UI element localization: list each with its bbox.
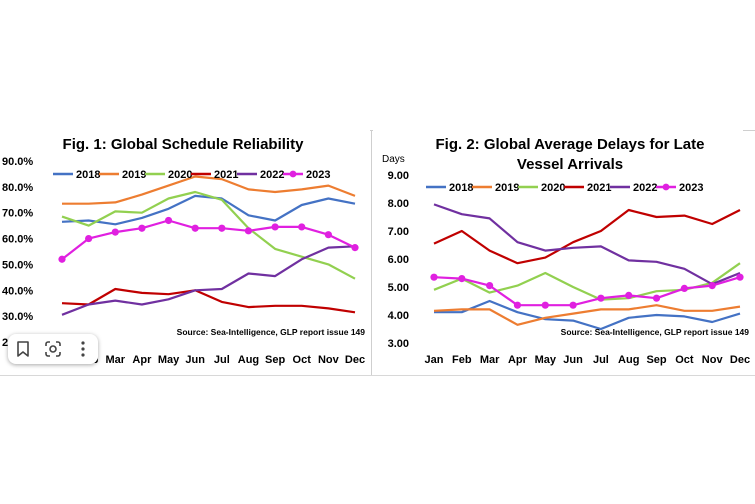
x-tick-label: Feb [452, 354, 472, 366]
y-tick-label: 90.0% [2, 156, 33, 168]
y-tick-label: 80.0% [2, 182, 33, 194]
x-tick-label: Jun [563, 354, 583, 366]
x-tick-label: Nov [702, 354, 724, 366]
data-point-2023 [138, 224, 146, 232]
x-tick-label: Sep [646, 354, 666, 366]
chart-panel-delays: Fig. 2: Global Average Delays for Late Ve… [373, 130, 750, 375]
y-axis-label: Days [382, 154, 405, 165]
divider [371, 130, 372, 375]
lens-icon[interactable] [42, 338, 64, 360]
y-tick-label: 5.00 [388, 282, 409, 294]
chart-title: Fig. 1: Global Schedule Reliability [63, 136, 305, 153]
legend-marker [662, 183, 670, 191]
data-point-2023 [513, 301, 522, 309]
data-point-2023 [191, 224, 199, 232]
series-line-2019 [62, 175, 356, 205]
source-note: Source: Sea-Intelligence, GLP report iss… [561, 327, 750, 337]
y-tick-label: 70.0% [2, 208, 33, 220]
data-point-2023 [680, 284, 688, 292]
data-point-2023 [569, 301, 577, 309]
series-line-2021 [61, 287, 356, 314]
chart-title-line2: Vessel Arrivals [517, 156, 623, 173]
data-point-2023 [111, 228, 119, 236]
x-tick-label: Dec [345, 354, 365, 366]
legend-label: 2023 [679, 182, 703, 194]
legend-label: 2020 [168, 169, 192, 181]
legend-label: 2019 [122, 169, 146, 181]
x-tick-label: Mar [105, 354, 125, 366]
series-line-2018 [434, 299, 741, 331]
bookmark-icon[interactable] [12, 338, 34, 360]
image-toolbar [8, 334, 98, 364]
legend-marker [289, 170, 297, 178]
data-point-2023 [541, 301, 549, 309]
data-point-2023 [597, 294, 605, 302]
y-tick-label: 8.00 [388, 198, 409, 210]
y-tick-label: 30.0% [2, 311, 33, 323]
legend-label: 2021 [214, 169, 238, 181]
data-point-2023 [486, 282, 494, 290]
y-tick-label: 50.0% [2, 259, 33, 271]
series-line-2023 [433, 276, 741, 307]
y-tick-label: 40.0% [2, 285, 33, 297]
legend-label: 2022 [633, 182, 657, 194]
data-point-2023 [164, 216, 173, 225]
data-point-2023 [298, 223, 306, 231]
x-tick-label: Apr [508, 354, 528, 366]
x-tick-label: Jul [593, 354, 609, 366]
x-tick-label: Aug [238, 354, 259, 366]
data-point-2023 [736, 273, 744, 281]
data-point-2023 [351, 244, 359, 252]
source-note: Source: Sea-Intelligence, GLP report iss… [177, 327, 366, 337]
data-point-2023 [271, 223, 279, 231]
x-tick-label: May [535, 354, 557, 366]
legend-label: 2018 [449, 182, 473, 194]
chart-title: Fig. 2: Global Average Delays for Late [436, 136, 705, 153]
x-tick-label: Jan [425, 354, 444, 366]
series-line-2020 [433, 262, 741, 301]
y-tick-label: 60.0% [2, 234, 33, 246]
divider [0, 375, 755, 376]
legend-label: 2021 [587, 182, 611, 194]
x-tick-label: Dec [730, 354, 750, 366]
x-tick-label: Oct [675, 354, 694, 366]
x-tick-label: Oct [293, 354, 312, 366]
x-tick-label: May [158, 354, 180, 366]
series-line-2022 [433, 203, 741, 286]
legend-label: 2023 [306, 169, 330, 181]
y-tick-label: 7.00 [388, 226, 409, 238]
series-line-2022 [61, 245, 356, 316]
data-point-2023 [58, 255, 66, 263]
data-point-2023 [625, 291, 633, 299]
more-icon[interactable] [72, 338, 94, 360]
x-tick-label: Mar [480, 354, 500, 366]
chart-delays: Fig. 2: Global Average Delays for Late Ve… [382, 136, 750, 366]
x-tick-label: Sep [265, 354, 285, 366]
data-point-2023 [218, 224, 226, 232]
x-tick-label: Jul [214, 354, 230, 366]
data-point-2023 [708, 282, 716, 290]
data-point-2023 [85, 234, 93, 243]
legend-label: 2018 [76, 169, 100, 181]
data-point-2023 [652, 294, 661, 302]
data-point-2023 [244, 227, 253, 235]
y-tick-label: 4.00 [388, 310, 409, 322]
data-point-2023 [324, 231, 332, 239]
data-point-2023 [430, 273, 438, 281]
series-line-2023 [61, 219, 356, 261]
y-tick-label: 3.00 [388, 338, 409, 350]
x-tick-label: Nov [318, 354, 340, 366]
series-line-2018 [61, 194, 356, 226]
y-tick-label: 9.00 [388, 170, 409, 182]
x-tick-label: Jun [185, 354, 205, 366]
legend-label: 2020 [541, 182, 565, 194]
x-tick-label: Aug [618, 354, 639, 366]
data-point-2023 [458, 275, 466, 283]
y-tick-label: 6.00 [388, 254, 409, 266]
series-line-2021 [433, 208, 741, 265]
legend-label: 2019 [495, 182, 519, 194]
series-line-2019 [433, 304, 741, 326]
legend-label: 2022 [260, 169, 284, 181]
x-tick-label: Apr [132, 354, 152, 366]
